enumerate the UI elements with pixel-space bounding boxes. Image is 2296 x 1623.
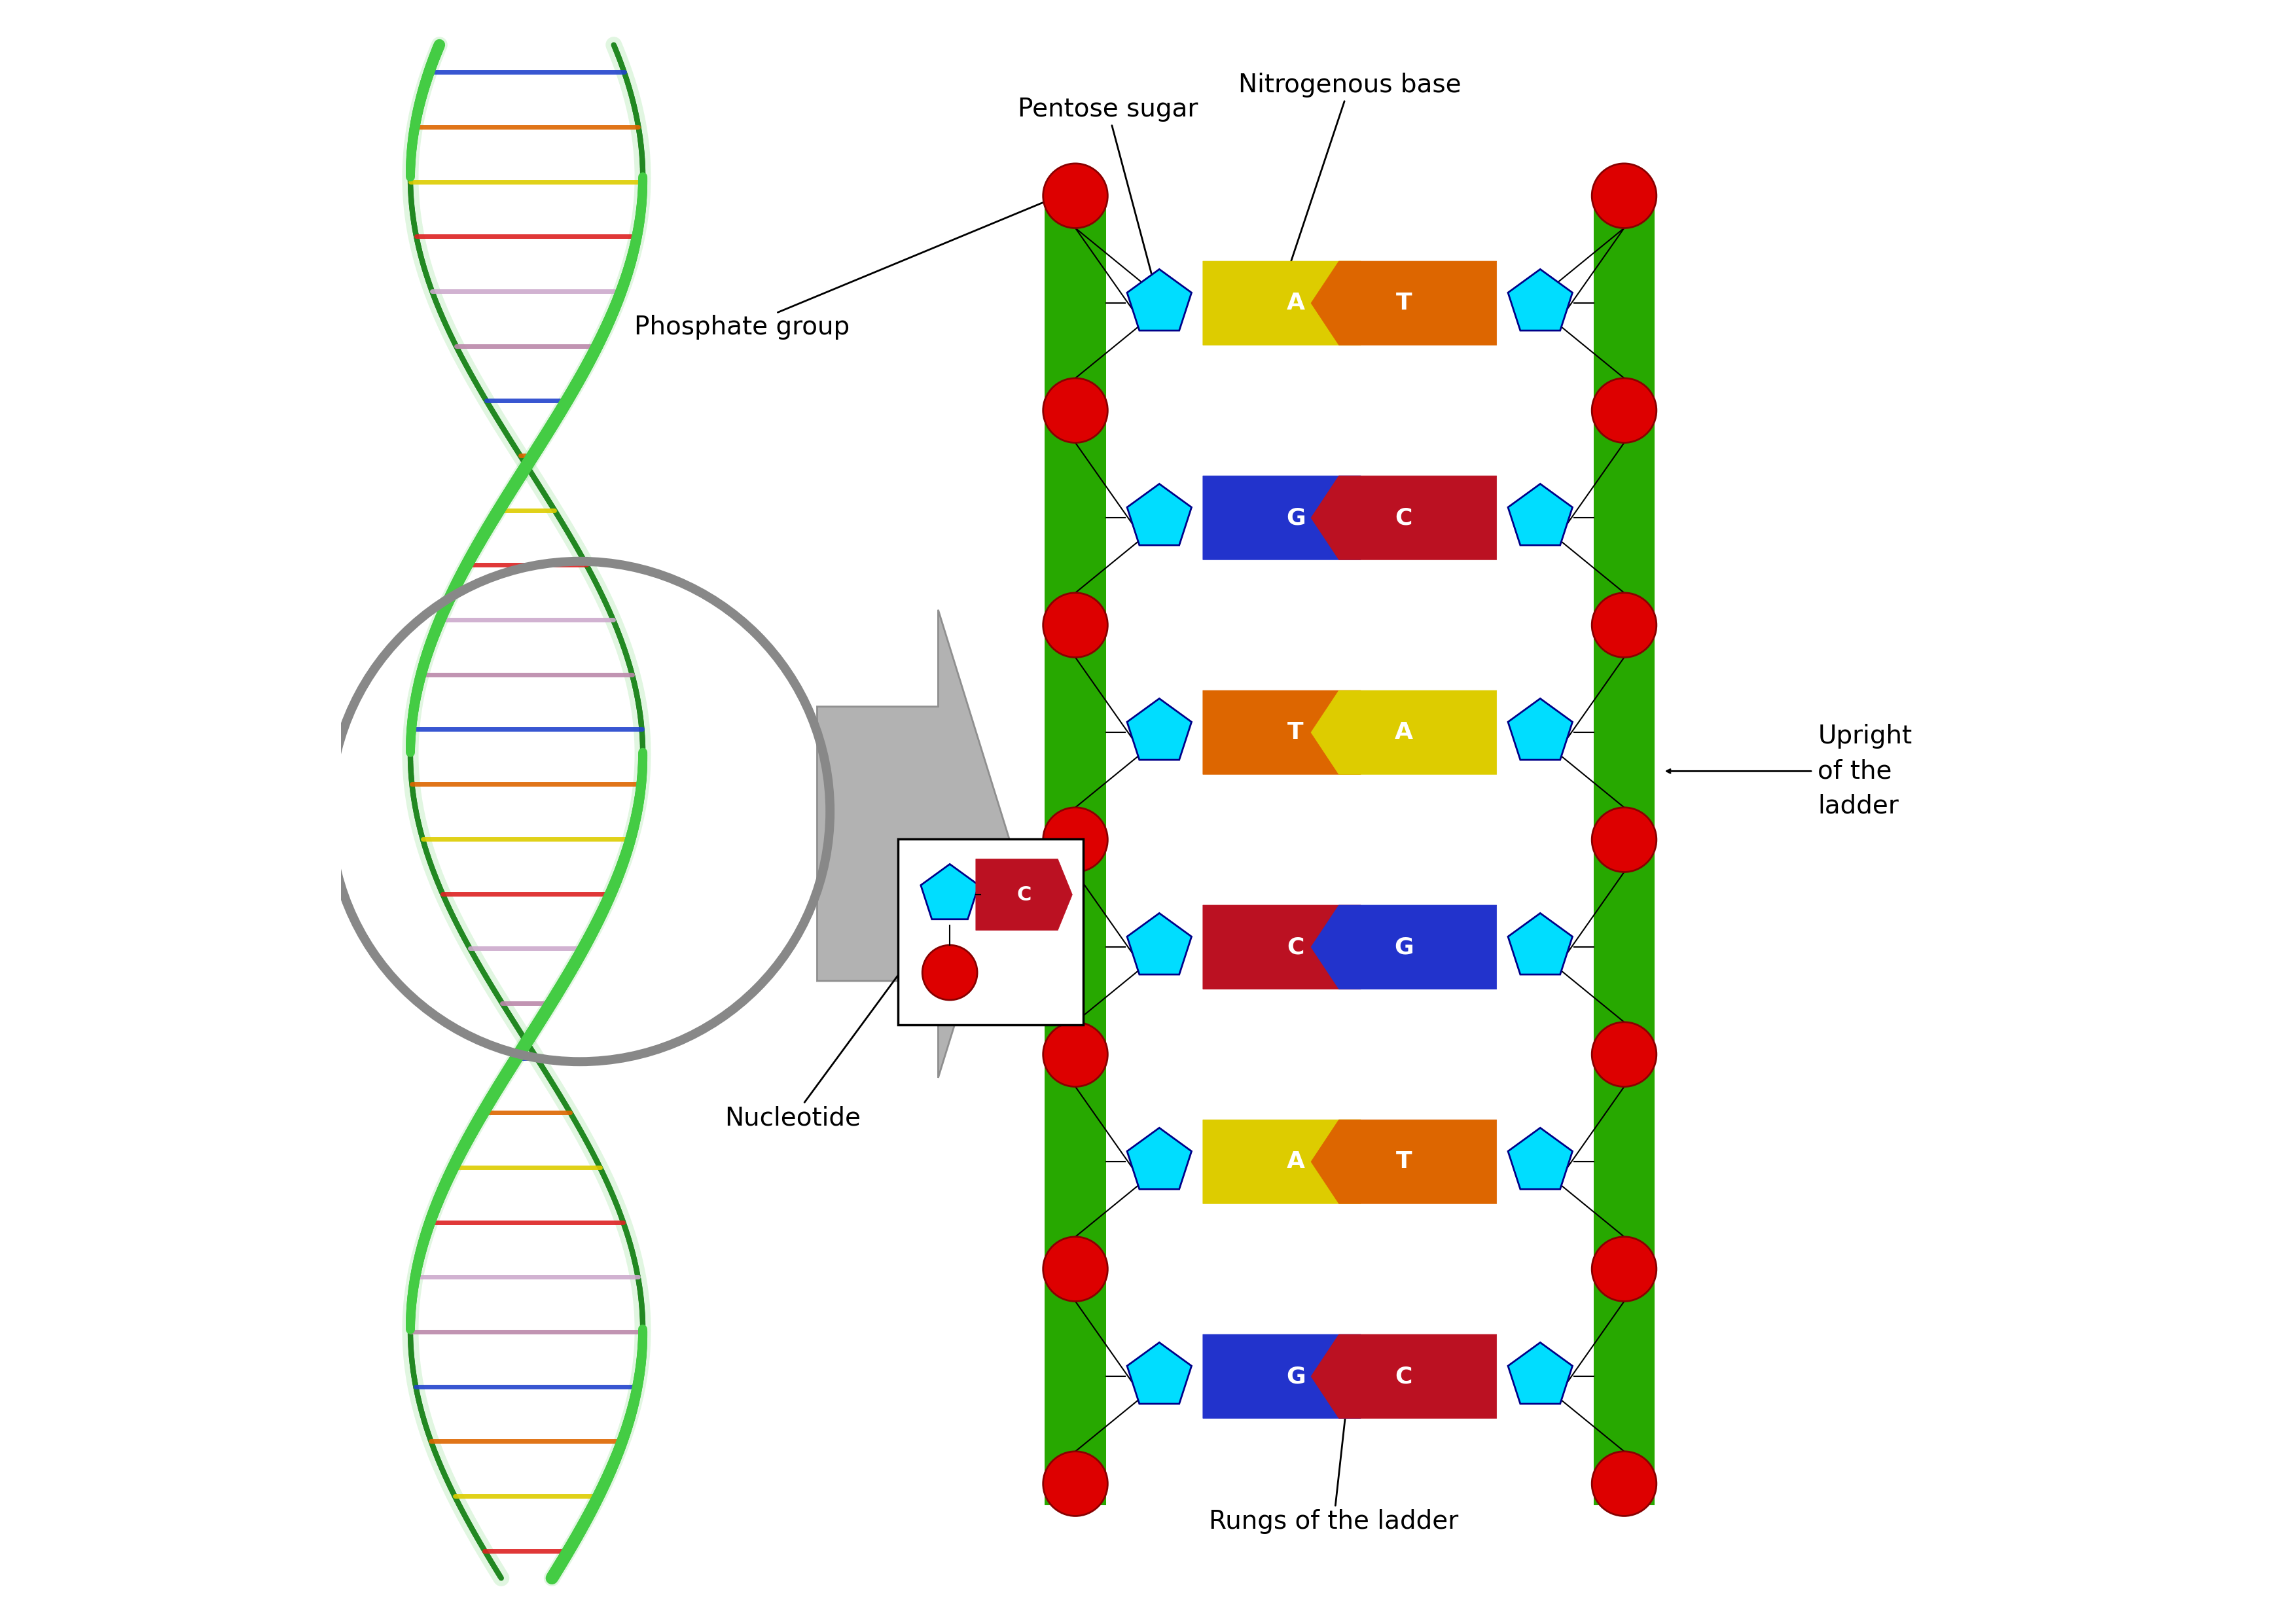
Text: Rungs of the ladder: Rungs of the ladder <box>1210 1380 1458 1534</box>
Polygon shape <box>1203 1120 1389 1204</box>
Text: A: A <box>1286 292 1304 315</box>
Text: G: G <box>1394 936 1414 958</box>
Polygon shape <box>1311 690 1497 774</box>
Polygon shape <box>817 610 1010 1078</box>
Bar <box>1045 198 1107 1506</box>
Circle shape <box>1591 1451 1655 1516</box>
Polygon shape <box>1508 484 1573 545</box>
Text: Pentose sugar: Pentose sugar <box>1017 97 1199 299</box>
Text: Phosphate group: Phosphate group <box>634 196 1056 339</box>
Text: C: C <box>1396 1365 1412 1388</box>
Text: G: G <box>1286 1365 1306 1388</box>
Polygon shape <box>1203 906 1389 988</box>
Polygon shape <box>1127 269 1192 331</box>
Text: T: T <box>1396 292 1412 315</box>
Text: Nucleotide: Nucleotide <box>726 953 914 1131</box>
Bar <box>898 839 1084 1024</box>
Polygon shape <box>1508 698 1573 760</box>
Text: G: G <box>1286 506 1306 529</box>
Text: Nitrogenous base: Nitrogenous base <box>1238 73 1460 300</box>
Circle shape <box>1042 164 1107 229</box>
Bar <box>1593 198 1655 1506</box>
Polygon shape <box>1127 914 1192 974</box>
Text: Upright
of the
ladder: Upright of the ladder <box>1818 724 1913 818</box>
Circle shape <box>1591 592 1655 657</box>
Circle shape <box>1591 1237 1655 1302</box>
Circle shape <box>1591 1022 1655 1087</box>
Polygon shape <box>1203 1334 1389 1419</box>
Polygon shape <box>1203 261 1389 346</box>
Circle shape <box>1042 1022 1107 1087</box>
Circle shape <box>923 945 978 1000</box>
Polygon shape <box>1508 1342 1573 1404</box>
Circle shape <box>1042 1237 1107 1302</box>
Polygon shape <box>921 863 978 919</box>
Text: C: C <box>1396 506 1412 529</box>
Circle shape <box>1042 808 1107 872</box>
Polygon shape <box>1203 476 1389 560</box>
Text: C: C <box>1017 885 1031 904</box>
Polygon shape <box>1127 1128 1192 1190</box>
Polygon shape <box>1127 1342 1192 1404</box>
Circle shape <box>1591 164 1655 229</box>
Circle shape <box>1042 378 1107 443</box>
Circle shape <box>1591 378 1655 443</box>
Polygon shape <box>1508 1128 1573 1190</box>
Polygon shape <box>1311 476 1497 560</box>
Text: A: A <box>1394 721 1412 743</box>
Polygon shape <box>1508 269 1573 331</box>
Polygon shape <box>976 859 1072 930</box>
Polygon shape <box>1311 1120 1497 1204</box>
Polygon shape <box>1311 261 1497 346</box>
Polygon shape <box>1508 914 1573 974</box>
Circle shape <box>1042 592 1107 657</box>
Text: C: C <box>1288 936 1304 958</box>
Polygon shape <box>1203 690 1389 774</box>
Circle shape <box>1591 808 1655 872</box>
Text: A: A <box>1286 1151 1304 1173</box>
Polygon shape <box>1127 484 1192 545</box>
Polygon shape <box>1311 906 1497 988</box>
Circle shape <box>1042 1451 1107 1516</box>
Polygon shape <box>1127 698 1192 760</box>
Text: T: T <box>1396 1151 1412 1173</box>
Text: T: T <box>1288 721 1304 743</box>
Polygon shape <box>1311 1334 1497 1419</box>
